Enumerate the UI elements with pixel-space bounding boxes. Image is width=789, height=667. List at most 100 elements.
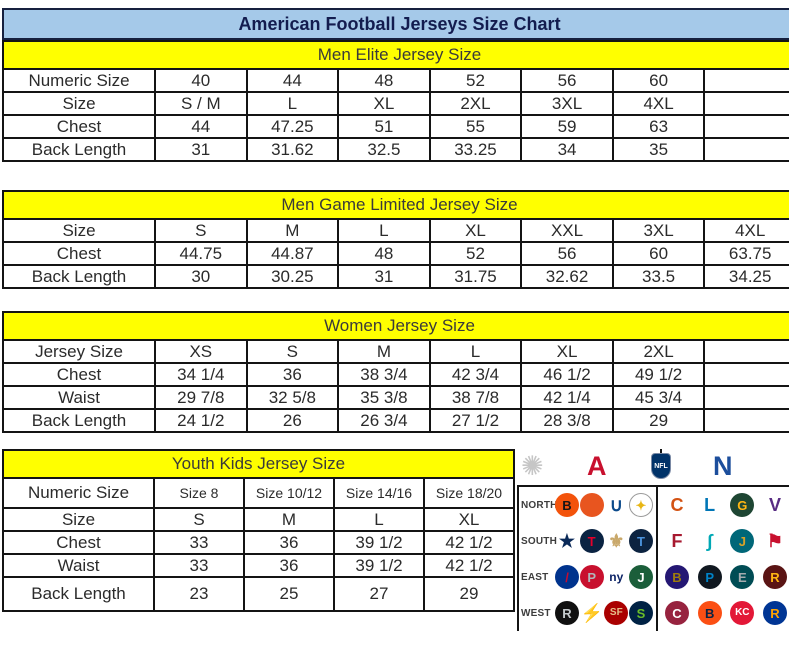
afc-logo-icon: A [587, 451, 607, 481]
size-cell: 27 [333, 576, 425, 612]
page-title: American Football Jerseys Size Chart [2, 8, 789, 40]
size-cell: 52 [428, 68, 523, 93]
size-cell: 23 [153, 576, 245, 612]
table-row: Jersey Size XS S M L XL 2XL [2, 339, 789, 364]
row-label: Chest [2, 114, 156, 139]
afc-team-group: B ∪ ✦ [555, 493, 653, 517]
baltimore-ravens-logo-icon: B [665, 565, 689, 589]
size-cell: 40 [154, 68, 248, 93]
green-bay-packers-logo-icon: G [730, 493, 755, 517]
size-cell: 60 [611, 241, 706, 266]
table-row: Size S M L XL [2, 507, 515, 532]
size-cell: 31 [337, 264, 431, 289]
size-cell: L [245, 91, 340, 116]
size-cell: Size 10/12 [243, 477, 335, 509]
miami-dolphins-logo-icon: ∫ [707, 531, 713, 551]
size-cell: L [337, 218, 431, 243]
size-cell: XS [154, 339, 248, 364]
table-row: Numeric Size 40 44 48 52 56 60 [2, 68, 789, 93]
size-cell: 30.25 [245, 264, 340, 289]
size-cell: 33 [153, 530, 245, 555]
size-cell: 31.75 [428, 264, 523, 289]
youth-size-table: Numeric Size Size 8 Size 10/12 Size 14/16 Si… [2, 477, 515, 612]
nfc-logo-icon: N [713, 451, 733, 481]
new-england-patriots-logo-icon: P [579, 565, 604, 589]
size-cell: 25 [243, 576, 335, 612]
new-york-jets-logo-icon: J [628, 565, 653, 589]
table-row: Chest 44 47.25 51 55 59 63 [2, 114, 789, 139]
size-cell: 31 [154, 137, 248, 162]
size-cell: 32.5 [337, 137, 431, 162]
bottom-area: Youth Kids Jersey Size Numeric Size Size … [0, 449, 789, 633]
cleveland-browns-logo-icon [579, 493, 604, 517]
size-cell: 32 5/8 [245, 385, 340, 410]
size-cell: 36 [243, 553, 335, 578]
kansas-city-chiefs-logo-icon: KC [730, 601, 755, 625]
dallas-cowboys-logo-icon: ★ [558, 531, 576, 551]
section-men-game-limited: Men Game Limited Jersey Size Size S M L XL XX… [2, 190, 789, 289]
division-label: NORTH [521, 499, 558, 511]
size-cell: 30 [154, 264, 248, 289]
size-cell: S [245, 339, 340, 364]
size-cell: 2XL [428, 91, 523, 116]
division-row-west: WEST R ⚡ SF S C B KC R [517, 595, 789, 631]
size-cell: 39 1/2 [333, 553, 425, 578]
size-cell: 33 [153, 553, 245, 578]
section-women: Women Jersey Size Jersey Size XS S M L XL 2XL C… [2, 311, 789, 433]
size-cell: 47.25 [245, 114, 340, 139]
section-men-elite: Men Elite Jersey Size Numeric Size 40 44 48… [2, 40, 789, 162]
conference-header-row: ✺ A NFL N [517, 449, 789, 487]
size-cell: 63 [611, 114, 706, 139]
size-cell: S [154, 218, 248, 243]
size-cell: 29 [611, 408, 706, 433]
size-cell: 51 [337, 114, 431, 139]
philadelphia-eagles-logo-icon: E [730, 565, 755, 589]
size-cell: 26 [245, 408, 340, 433]
size-cell: 32.62 [520, 264, 614, 289]
row-label: Waist [2, 385, 156, 410]
division-row-south: SOUTH ★ T ⚜ T F ∫ J ⚑ [517, 523, 789, 559]
detroit-lions-logo-icon: L [704, 495, 716, 515]
row-label: Jersey Size [2, 339, 156, 364]
size-cell: 60 [611, 68, 706, 93]
size-cell: 34 [520, 137, 614, 162]
table-row: Back Length 31 31.62 32.5 33.25 34 35 [2, 137, 789, 162]
table-row: Back Length 23 25 27 29 [2, 576, 515, 612]
table-row: Back Length 24 1/2 26 26 3/4 27 1/2 28 3/8 29 [2, 408, 789, 433]
size-cell: 44.87 [245, 241, 340, 266]
size-cell: 29 [423, 576, 515, 612]
size-cell [703, 91, 789, 116]
size-cell: Size 18/20 [423, 477, 515, 509]
table-row: Back Length 30 30.25 31 31.75 32.62 33.5 34.25 [2, 264, 789, 289]
size-cell: 42 1/2 [423, 530, 515, 555]
men-game-limited-size-table: Size S M L XL XXL 3XL 4XL Chest 44.75 44.87 48 52 56 6… [2, 218, 789, 289]
row-label: Numeric Size [2, 477, 155, 509]
san-diego-chargers-logo-icon: ⚡ [580, 603, 603, 623]
size-cell: 4XL [703, 218, 789, 243]
size-cell [703, 385, 789, 410]
nfc-team-group: F ∫ J ⚑ [665, 529, 787, 553]
size-cell: 44.75 [154, 241, 248, 266]
st-louis-rams-logo-icon: R [762, 601, 787, 625]
size-cell: L [428, 339, 523, 364]
section-header-men-elite: Men Elite Jersey Size [2, 40, 789, 70]
size-cell: 49 1/2 [611, 362, 706, 387]
size-cell: S / M [154, 91, 248, 116]
indianapolis-colts-logo-icon: ∪ [609, 495, 623, 515]
divider-stem [660, 449, 662, 454]
size-cell [703, 408, 789, 433]
starburst-icon: ✺ [521, 451, 544, 481]
size-cell: 46 1/2 [520, 362, 614, 387]
size-cell: 48 [337, 68, 431, 93]
size-cell: 56 [520, 241, 614, 266]
row-label: Size [2, 91, 156, 116]
size-cell [703, 137, 789, 162]
size-cell: 28 3/8 [520, 408, 614, 433]
size-cell [703, 68, 789, 93]
size-cell: 34 1/4 [154, 362, 248, 387]
size-cell: 35 [611, 137, 706, 162]
